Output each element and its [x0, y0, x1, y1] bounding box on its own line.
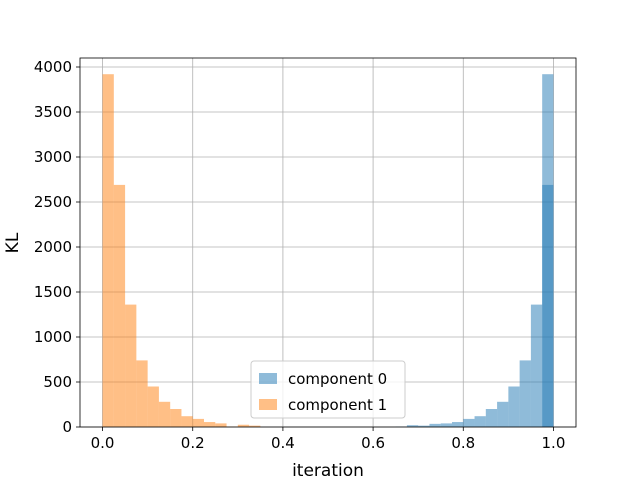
bar-series-1	[204, 422, 216, 427]
bar-series-0	[508, 386, 520, 427]
legend-label-0: component 0	[288, 370, 387, 388]
bar-series-0	[519, 360, 531, 427]
bar-series-0	[406, 425, 419, 427]
x-tick-label: 0.0	[91, 434, 115, 452]
bar-series-1	[125, 304, 137, 427]
y-tick-label: 4000	[34, 58, 72, 76]
bar-series-1	[237, 424, 250, 427]
y-tick-label: 3000	[34, 148, 72, 166]
x-tick-label: 0.6	[361, 434, 385, 452]
bar-series-1	[158, 401, 171, 427]
bar-series-1	[147, 386, 159, 427]
y-tick-label: 2500	[34, 193, 72, 211]
legend: component 0 component 1	[250, 360, 406, 419]
legend-box	[250, 360, 406, 419]
bar-series-0	[463, 418, 475, 427]
x-tick-label: 0.8	[451, 434, 475, 452]
plot-frame	[79, 57, 577, 428]
bar-series-0	[530, 304, 543, 427]
x-axis-label: iteration	[292, 461, 364, 480]
legend-swatch-0	[259, 373, 277, 384]
y-tick-label: 1000	[34, 328, 72, 346]
y-tick-label: 2000	[34, 238, 72, 256]
tick-labels: 0.0 0.2 0.4 0.6 0.8 1.0 0 500 1000 1500 2000 2500 30…	[34, 58, 566, 452]
legend-label-1: component 1	[288, 396, 387, 414]
bar-series-1	[215, 423, 227, 427]
bar-series-1	[170, 409, 182, 427]
bar-series-0	[485, 409, 498, 427]
bar-series-0	[497, 401, 509, 427]
bars	[102, 74, 554, 427]
bar-series-0	[440, 423, 452, 427]
bar-series-1	[113, 184, 126, 427]
bar-series-0	[452, 422, 464, 427]
bar-series-1	[102, 74, 114, 427]
axes	[79, 57, 577, 428]
bar-series-1	[249, 425, 261, 427]
x-tick-label: 0.2	[181, 434, 205, 452]
bar-series-0	[429, 423, 441, 427]
x-tick-label: 0.4	[271, 434, 295, 452]
y-tick-label: 1500	[34, 283, 72, 301]
bar-series-0-last	[542, 74, 554, 427]
y-tick-label: 0	[62, 418, 72, 436]
bar-series-0	[418, 425, 430, 427]
y-axis-label: KL	[3, 232, 23, 253]
bar-series-1	[136, 360, 148, 427]
y-tick-label: 3500	[34, 103, 72, 121]
y-tick-label: 500	[43, 373, 72, 391]
bar-series-0	[474, 416, 486, 427]
bar-series-1	[181, 416, 193, 427]
x-tick-label: 1.0	[542, 434, 566, 452]
legend-swatch-1	[259, 399, 277, 410]
bar-series-1	[192, 418, 204, 427]
